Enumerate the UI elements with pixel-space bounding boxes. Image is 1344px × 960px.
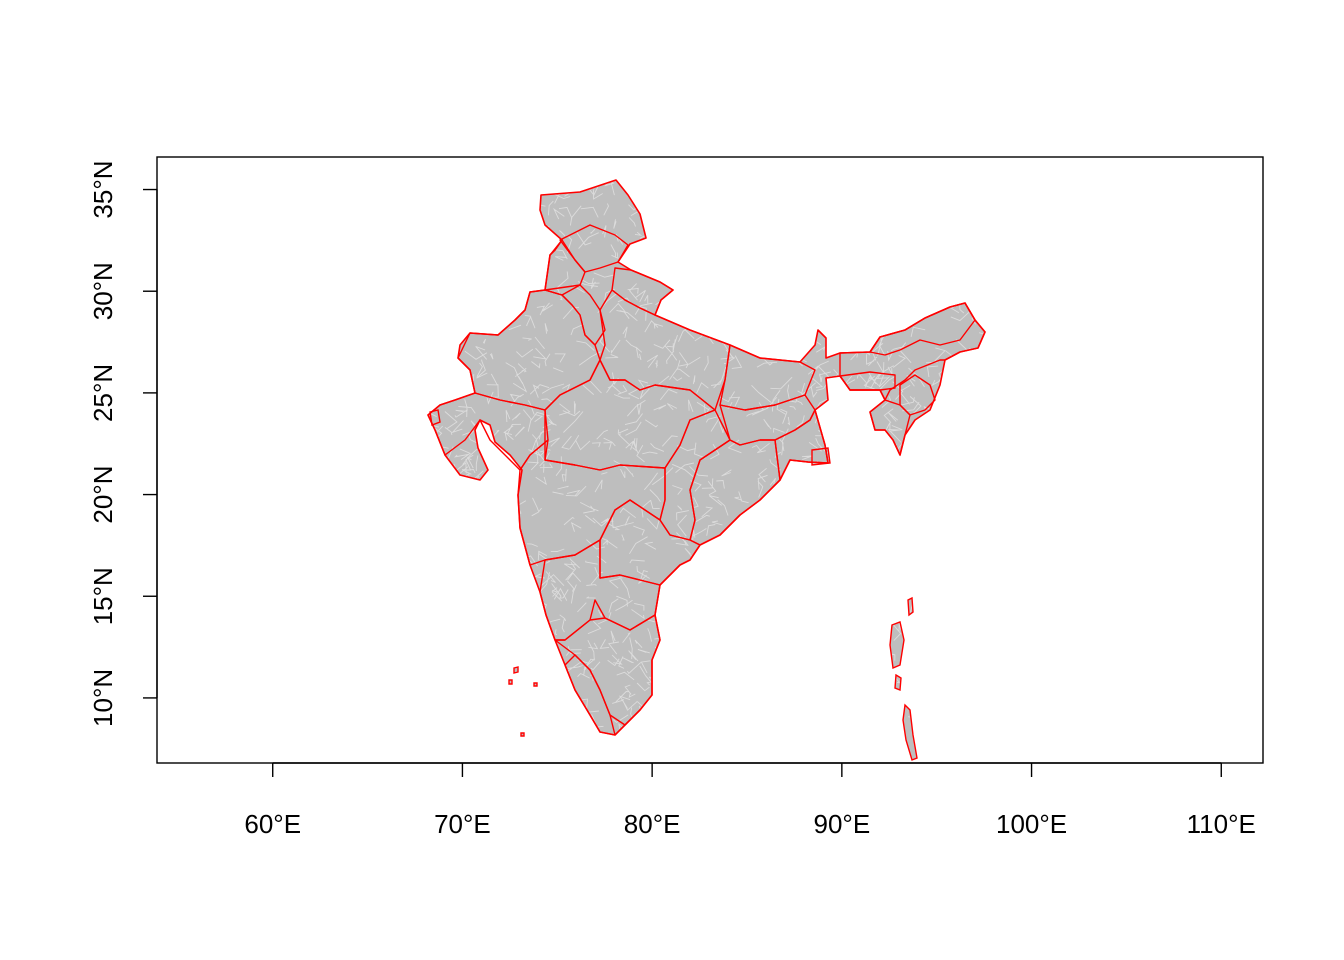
island-fill xyxy=(521,733,524,736)
x-tick-label: 70°E xyxy=(434,809,491,839)
y-axis: 10°N 15°N 20°N 25°N 30°N 35°N xyxy=(88,160,158,727)
x-tick-label: 80°E xyxy=(624,809,681,839)
x-tick-label: 110°E xyxy=(1187,809,1256,839)
state-boundary xyxy=(564,654,616,736)
state-boundary xyxy=(689,439,781,546)
state-boundary xyxy=(869,399,911,456)
y-tick-label: 15°N xyxy=(88,567,118,625)
island-boundary xyxy=(533,682,538,687)
island-fill xyxy=(509,680,512,684)
state-boundary xyxy=(869,302,976,356)
island-fill xyxy=(903,705,917,760)
state-boundary xyxy=(839,371,896,391)
island-boundary xyxy=(907,596,914,617)
island-boundary xyxy=(902,703,918,761)
island-boundary xyxy=(513,666,519,674)
island-fill xyxy=(430,410,440,425)
y-tick-label: 25°N xyxy=(88,364,118,422)
island-boundary xyxy=(811,447,831,466)
x-tick-label: 90°E xyxy=(814,809,871,839)
y-tick-label: 20°N xyxy=(88,466,118,524)
x-tick-label: 100°E xyxy=(996,809,1067,839)
island-boundary xyxy=(889,621,905,670)
y-tick-label: 35°N xyxy=(88,160,118,218)
island-boundary xyxy=(508,679,513,685)
y-tick-label: 30°N xyxy=(88,262,118,320)
india-map xyxy=(427,179,986,761)
x-tick-label: 60°E xyxy=(244,809,301,839)
island-fill xyxy=(534,683,537,686)
island-boundary xyxy=(894,673,902,692)
island-fill xyxy=(514,667,518,673)
island-boundary xyxy=(429,409,441,426)
state-boundary xyxy=(774,409,829,481)
island-boundary xyxy=(520,732,525,737)
y-tick-label: 10°N xyxy=(88,669,118,727)
x-axis: 60°E 70°E 80°E 90°E 100°E 110°E xyxy=(244,762,1256,839)
